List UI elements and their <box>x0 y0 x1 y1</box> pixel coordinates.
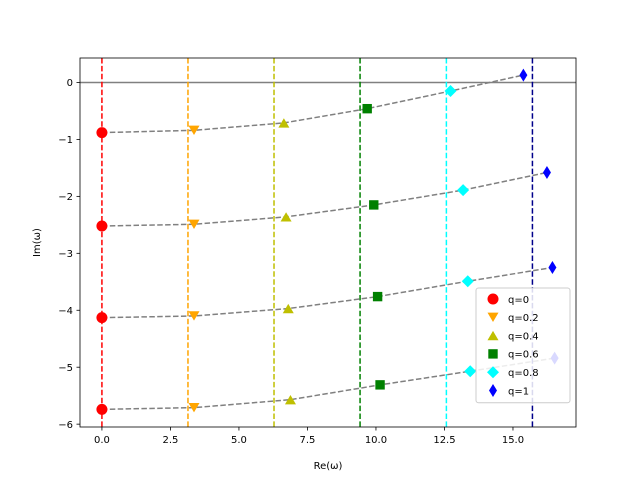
data-points <box>96 68 559 415</box>
y-axis: 0 −1 −2 −3 −4 −5 −6 <box>58 78 80 431</box>
data-point-s4-1 <box>457 184 470 197</box>
y-tick-label-2: −2 <box>58 192 73 203</box>
data-point-s4-3 <box>464 365 477 378</box>
reference-lines <box>80 58 576 427</box>
legend-marker-3 <box>488 349 498 359</box>
y-tick-label-4: −4 <box>58 306 73 317</box>
legend-box <box>475 287 571 404</box>
data-point-s1-1 <box>188 219 200 229</box>
data-point-s0-3 <box>96 403 108 415</box>
legend: q=0 q=0.2 q=0.4 q=0.6 q=0.8 q=1 <box>475 287 571 404</box>
data-point-s1-3 <box>188 402 200 413</box>
data-point-s5-2 <box>548 261 557 275</box>
data-point-s3-3 <box>375 380 385 390</box>
y-axis-title: Im(ω) <box>32 228 43 257</box>
data-point-s3-1 <box>369 200 379 210</box>
data-point-s2-0 <box>278 118 290 128</box>
data-point-s3-2 <box>372 291 383 302</box>
data-point-s3-0 <box>362 103 372 114</box>
x-tick-label-4: 10.0 <box>365 435 387 446</box>
legend-marker-2 <box>487 330 499 341</box>
x-tick-label-1: 2.5 <box>162 435 178 446</box>
x-tick-label-0: 0.0 <box>94 435 110 446</box>
x-tick-label-6: 15.0 <box>502 435 524 446</box>
fit-curves <box>101 74 555 411</box>
data-point-s0-0 <box>96 127 108 139</box>
legend-label-5: q=1 <box>508 386 529 397</box>
legend-marker-0 <box>487 293 499 305</box>
x-tick-label-3: 7.5 <box>299 435 315 446</box>
data-point-s0-1 <box>96 220 108 232</box>
y-tick-label-5: −5 <box>58 363 73 374</box>
data-point-s2-1 <box>280 212 292 222</box>
data-point-s2-2 <box>282 303 294 314</box>
fit-curve-0 <box>101 74 524 134</box>
legend-marker-4 <box>487 366 499 379</box>
legend-label-0: q=0 <box>508 295 529 306</box>
data-point-s1-2 <box>188 311 200 321</box>
legend-label-2: q=0.4 <box>508 331 539 342</box>
legend-label-3: q=0.6 <box>508 350 539 361</box>
data-point-s4-2 <box>461 275 474 288</box>
legend-marker-1 <box>487 312 499 322</box>
legend-label-1: q=0.2 <box>508 313 539 324</box>
fit-curve-2 <box>101 266 553 319</box>
legend-marker-5 <box>489 384 497 397</box>
y-tick-label-1: −1 <box>58 135 73 146</box>
data-point-s4-0 <box>444 85 457 98</box>
data-point-s5-0 <box>519 68 528 82</box>
plot-frame <box>79 57 577 428</box>
y-tick-label-6: −6 <box>58 420 73 431</box>
data-point-s5-1 <box>542 165 551 179</box>
data-point-s1-0 <box>188 125 200 135</box>
y-tick-label-0: 0 <box>67 78 73 89</box>
data-point-s0-2 <box>96 312 108 324</box>
y-tick-label-3: −3 <box>58 249 73 260</box>
x-axis: 0.0 2.5 5.0 7.5 10.0 12.5 15.0 <box>94 427 524 446</box>
x-tick-label-5: 12.5 <box>433 435 455 446</box>
x-tick-label-2: 5.0 <box>231 435 247 446</box>
legend-label-4: q=0.8 <box>508 368 539 379</box>
fit-curve-3 <box>101 357 555 411</box>
x-axis-title: Re(ω) <box>314 461 343 472</box>
data-point-s2-3 <box>284 394 296 405</box>
